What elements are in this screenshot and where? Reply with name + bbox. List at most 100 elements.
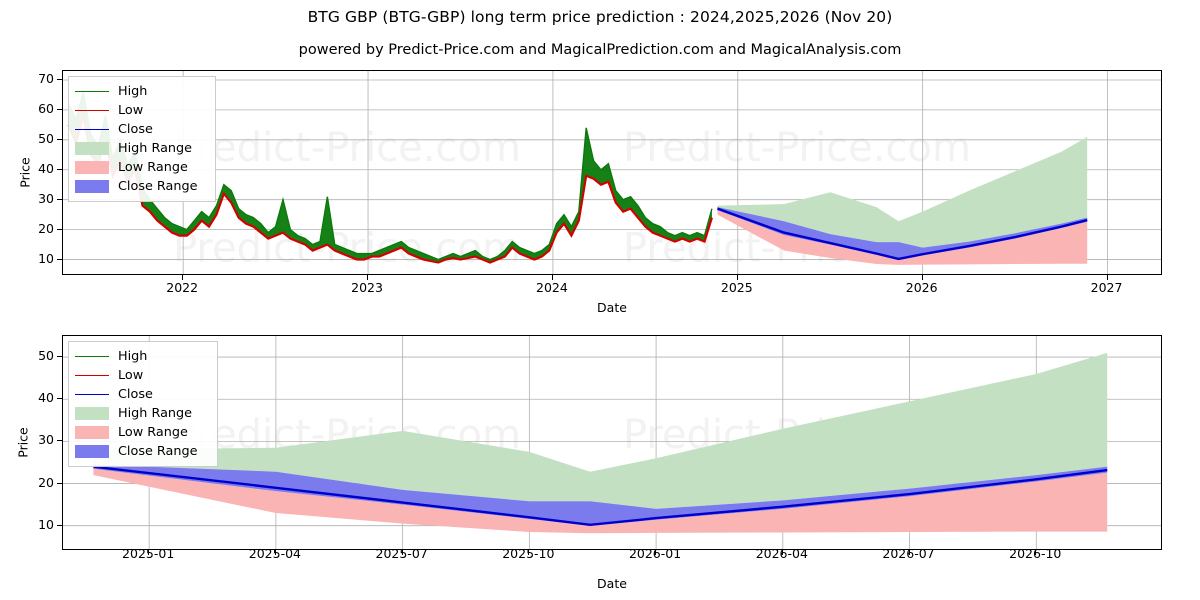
y-tick-mark [57,356,62,358]
legend-item-high[interactable]: High [75,347,209,366]
x-tick-label: 2022 [166,280,199,295]
legend-label: Low Range [118,425,188,440]
x-tick-label: 2023 [351,280,383,295]
y-tick-label: 40 [38,160,54,176]
x-tick-label: 2026-01 [610,546,700,561]
y-tick-label: 10 [38,516,54,532]
legend-item-high-range[interactable]: High Range [75,404,209,423]
legend-label: High [118,84,148,99]
x-tick-mark [921,275,923,280]
y-tick-label: 10 [38,250,54,266]
x-tick-mark [908,550,910,555]
legend-item-low[interactable]: Low [75,366,209,385]
legend-item-low[interactable]: Low [75,101,207,120]
bottom-x-axis-label: Date [597,576,627,591]
y-tick-label: 70 [38,70,54,86]
legend-label: High Range [118,406,193,421]
svg-text:Predict-Price.com: Predict-Price.com [623,125,971,171]
legend-label: Close Range [118,444,198,459]
legend-label: Close Range [118,179,198,194]
x-tick-mark [1106,275,1108,280]
legend-swatch-close-range-icon [75,180,109,193]
legend-item-close-range[interactable]: Close Range [75,442,209,461]
legend-swatch-high-range-icon [75,142,109,155]
y-tick-label: 50 [38,348,54,364]
y-tick-label: 30 [38,432,54,448]
y-tick-mark [57,138,62,140]
legend-item-close-range[interactable]: Close Range [75,177,207,196]
x-tick-mark [274,550,276,555]
top-plot-svg: Predict-Price.com Predict-Price.com Predic… [63,71,1161,274]
x-tick-label: 2027 [1090,280,1123,295]
legend-swatch-close-icon [75,123,109,136]
x-tick-label: 2024 [536,280,568,295]
legend-item-close[interactable]: Close [75,385,209,404]
x-tick-label: 2026 [905,280,938,295]
x-tick-mark [528,550,530,555]
legend-item-high-range[interactable]: High Range [75,139,207,158]
legend-item-low-range[interactable]: Low Range [75,423,209,442]
x-tick-mark [148,550,150,555]
x-tick-label: 2025 [720,280,753,295]
legend-swatch-low-range-icon [75,426,109,439]
legend-swatch-low-icon [75,104,109,117]
legend-swatch-high-range-icon [75,407,109,420]
y-tick-mark [57,198,62,200]
legend-item-high[interactable]: High [75,82,207,101]
y-tick-label: 20 [38,474,54,490]
x-tick-label: 2025-04 [230,546,320,561]
legend-swatch-low-range-icon [75,161,109,174]
x-tick-mark [1035,550,1037,555]
legend-swatch-low-icon [75,369,109,382]
svg-text:Predict-Price.com: Predict-Price.com [173,226,521,272]
legend-swatch-close-range-icon [75,445,109,458]
x-tick-mark [551,275,553,280]
y-tick-label: 50 [38,130,54,146]
x-tick-mark [367,275,369,280]
legend-label: Low Range [118,160,188,175]
x-tick-mark [781,550,783,555]
y-tick-mark [57,168,62,170]
top-plot-area: Predict-Price.com Predict-Price.com Predic… [62,70,1162,275]
top-chart-panel: Predict-Price.com Predict-Price.com Predic… [17,70,1162,315]
y-tick-label: 60 [38,100,54,116]
legend-label: High Range [118,141,193,156]
x-tick-mark [655,550,657,555]
legend-label: Close [118,387,153,402]
x-tick-mark [736,275,738,280]
legend-label: Close [118,122,153,137]
bottom-legend: High Low Close High Range Low Range Close Ran… [68,341,218,467]
y-tick-mark [57,228,62,230]
legend-label: High [118,349,148,364]
y-tick-label: 20 [38,220,54,236]
x-tick-label: 2025-01 [103,546,193,561]
y-tick-label: 40 [38,390,54,406]
top-y-axis-label: Price [17,157,33,188]
legend-item-low-range[interactable]: Low Range [75,158,207,177]
x-tick-label: 2026-04 [737,546,827,561]
y-tick-mark [57,78,62,80]
page-subtitle: powered by Predict-Price.com and Magical… [298,42,902,58]
x-tick-mark [182,275,184,280]
y-tick-label: 30 [38,190,54,206]
y-tick-mark [57,482,62,484]
x-tick-label: 2026-10 [990,546,1080,561]
top-x-axis-label: Date [597,300,627,315]
legend-swatch-high-icon [75,350,109,363]
y-tick-mark [57,398,62,400]
x-tick-label: 2025-07 [357,546,447,561]
legend-swatch-high-icon [75,85,109,98]
y-tick-mark [57,440,62,442]
bottom-y-axis-label: Price [15,427,31,458]
y-tick-mark [57,524,62,526]
x-tick-mark [401,550,403,555]
legend-swatch-close-icon [75,388,109,401]
x-tick-label: 2025-10 [483,546,573,561]
top-legend: High Low Close High Range Low Range Close Ran… [68,76,216,202]
legend-item-close[interactable]: Close [75,120,207,139]
x-tick-label: 2026-07 [864,546,954,561]
